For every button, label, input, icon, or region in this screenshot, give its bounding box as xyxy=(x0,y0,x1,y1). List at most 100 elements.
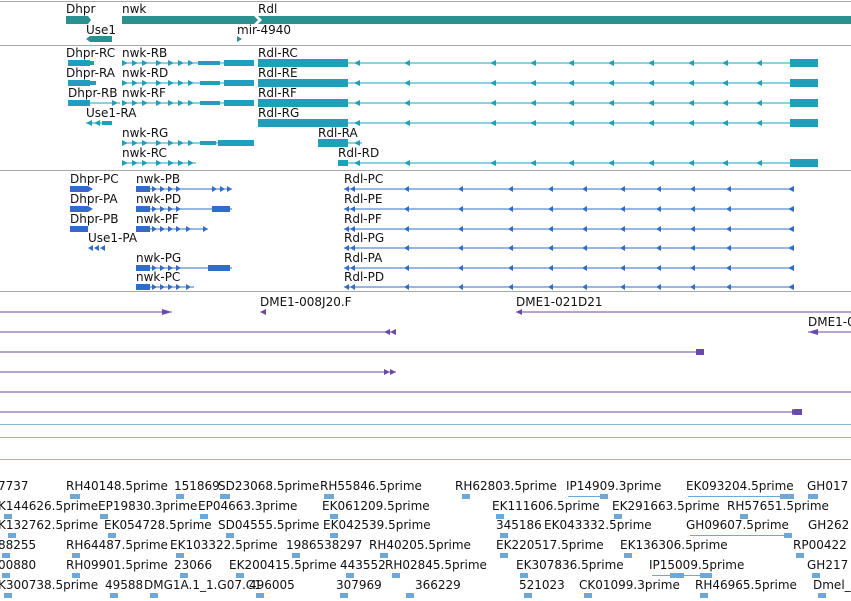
est-label: CK01099.3prime xyxy=(579,578,680,592)
gene-dhpr-bar xyxy=(66,16,91,24)
est-features-row-6 xyxy=(4,593,826,598)
clone-row-1[interactable]: DME1-008J20.F xyxy=(0,295,352,315)
transcript-label: Dhpr-RA xyxy=(66,66,116,80)
transcript-dhpr-rb[interactable]: Dhpr-RB xyxy=(68,86,120,106)
est-label: EK042539.5prime xyxy=(323,518,431,532)
clone-row-6[interactable] xyxy=(0,409,802,415)
est-label: EK043332.5prime xyxy=(544,518,652,532)
gene-mir-4940-label: mir-4940 xyxy=(237,23,291,37)
est-label: Dmel_c xyxy=(813,578,851,592)
est-label: RH09901.5prime xyxy=(66,558,168,572)
protein-label: nwk-PC xyxy=(136,270,180,284)
protein-dhpr-pa[interactable]: Dhpr-PA xyxy=(70,192,118,212)
est-label: RH64487.5prime xyxy=(66,538,168,552)
transcript-rdl-ra[interactable]: Rdl-RA xyxy=(318,126,362,147)
protein-rdl-pg[interactable]: Rdl-PG xyxy=(344,231,794,251)
protein-dhpr-pc[interactable]: Dhpr-PC xyxy=(70,172,119,192)
protein-rdl-pc[interactable]: Rdl-PC xyxy=(344,172,794,192)
transcript-nwk-rg[interactable]: nwk-RG xyxy=(122,126,254,146)
est-label: 366229 xyxy=(415,578,461,592)
transcript-label: Rdl-RA xyxy=(318,126,358,140)
transcript-rdl-re[interactable]: Rdl-RE xyxy=(258,66,818,87)
est-label: 88255 xyxy=(0,538,36,552)
est-label: EK054728.5prime xyxy=(104,518,212,532)
protein-nwk-pc[interactable]: nwk-PC xyxy=(136,270,194,290)
protein-nwk-pb[interactable]: nwk-PB xyxy=(136,172,232,192)
gene-use1[interactable]: Use1 xyxy=(86,23,116,42)
est-label: 23066 xyxy=(174,558,212,572)
transcript-use1-ra[interactable]: Use1-RA xyxy=(86,106,137,126)
est-label: 443552 xyxy=(340,558,386,572)
est-label: 345186 xyxy=(496,518,542,532)
clone-row-3[interactable] xyxy=(0,349,704,355)
transcript-dhpr-ra[interactable]: Dhpr-RA xyxy=(66,66,116,86)
protein-label: nwk-PD xyxy=(136,192,181,206)
est-label: GH09607.5prime xyxy=(686,518,789,532)
transcript-label: Dhpr-RB xyxy=(68,86,118,100)
transcript-label: Rdl-RE xyxy=(258,66,298,80)
transcript-label: nwk-RB xyxy=(122,46,167,60)
protein-rdl-pe[interactable]: Rdl-PE xyxy=(344,192,794,212)
gene-dhpr[interactable]: Dhpr xyxy=(66,2,95,24)
est-label: RH40148.5prime xyxy=(66,479,168,493)
protein-rdl-pf[interactable]: Rdl-PF xyxy=(344,212,794,232)
est-label: RH55846.5prime xyxy=(320,479,422,493)
transcript-rdl-rc[interactable]: Rdl-RC xyxy=(258,46,818,67)
protein-nwk-pg[interactable]: nwk-PG xyxy=(136,251,232,271)
protein-nwk-pf[interactable]: nwk-PF xyxy=(136,212,208,232)
clone-row-2b[interactable]: DME1-0 xyxy=(808,315,851,335)
est-label: IP14909.3prime xyxy=(566,479,661,493)
protein-label: Dhpr-PA xyxy=(70,192,118,206)
protein-track: Dhpr-PC nwk-PB Rdl-PC Dhpr-PA nwk-PD xyxy=(70,172,794,290)
gene-use1-bar xyxy=(86,36,112,42)
est-label: DMG1A.1_1.G07.C1 xyxy=(144,578,262,592)
transcript-nwk-rb[interactable]: nwk-RB xyxy=(122,46,254,66)
est-label: RH62803.5prime xyxy=(455,479,557,493)
protein-dhpr-pb[interactable]: Dhpr-PB xyxy=(70,212,118,232)
transcript-rdl-rg[interactable]: Rdl-RG xyxy=(258,106,818,127)
est-label: K132762.5prime xyxy=(0,518,98,532)
transcript-track: Dhpr-RC nwk-RB Rdl-RC Dhpr-RA xyxy=(66,46,818,167)
est-label: 7737 xyxy=(0,479,29,493)
transcript-label: nwk-RD xyxy=(122,66,168,80)
gene-use1-label: Use1 xyxy=(86,23,116,37)
transcript-rdl-rd[interactable]: Rdl-RD xyxy=(338,146,818,167)
protein-label: Use1-PA xyxy=(88,231,138,245)
protein-label: Dhpr-PC xyxy=(70,172,119,186)
transcript-rdl-rf[interactable]: Rdl-RF xyxy=(258,86,818,107)
gene-nwk[interactable]: nwk xyxy=(122,2,258,24)
protein-label: Rdl-PE xyxy=(344,192,382,206)
protein-rdl-pd[interactable]: Rdl-PD xyxy=(344,270,794,290)
clone-row-4[interactable] xyxy=(0,369,396,375)
transcript-dhpr-rc[interactable]: Dhpr-RC xyxy=(66,46,115,66)
protein-nwk-pd[interactable]: nwk-PD xyxy=(136,192,232,212)
gene-nwk-label: nwk xyxy=(122,2,146,16)
est-label: 496005 xyxy=(249,578,295,592)
transcript-nwk-rf[interactable]: nwk-RF xyxy=(122,86,254,106)
est-track: 7737 RH40148.5prime 151869 SD23068.5prim… xyxy=(0,479,851,598)
est-label: EK307836.5prime xyxy=(516,558,624,572)
protein-label: Dhpr-PB xyxy=(70,212,118,226)
gene-mir-4940[interactable]: mir-4940 xyxy=(237,23,291,42)
est-label: RH57651.5prime xyxy=(727,499,829,513)
est-features-row-2 xyxy=(4,514,748,519)
clone-row-1b[interactable]: DME1-021D21 xyxy=(516,295,851,315)
transcript-label: Rdl-RD xyxy=(338,146,379,160)
est-label: IP15009.5prime xyxy=(649,558,744,572)
protein-rdl-pa[interactable]: Rdl-PA xyxy=(344,251,794,271)
protein-label: nwk-PF xyxy=(136,212,179,226)
gene-track: Dhpr nwk Rdl Use1 mir-4940 xyxy=(66,2,851,42)
transcript-label: nwk-RC xyxy=(122,146,167,160)
transcript-nwk-rd[interactable]: nwk-RD xyxy=(122,66,254,86)
protein-use1-pa[interactable]: Use1-PA xyxy=(88,231,138,251)
gene-rdl[interactable]: Rdl xyxy=(258,2,851,24)
est-features-row-4 xyxy=(2,553,804,558)
est-features-row-1 xyxy=(70,494,818,499)
transcript-label: Dhpr-RC xyxy=(66,46,115,60)
transcript-nwk-rc[interactable]: nwk-RC xyxy=(122,146,196,166)
est-label: EK136306.5prime xyxy=(620,538,728,552)
clone-row-2[interactable] xyxy=(0,329,396,335)
gene-mir-4940-bar xyxy=(237,36,242,42)
est-features-row-5 xyxy=(2,573,820,578)
